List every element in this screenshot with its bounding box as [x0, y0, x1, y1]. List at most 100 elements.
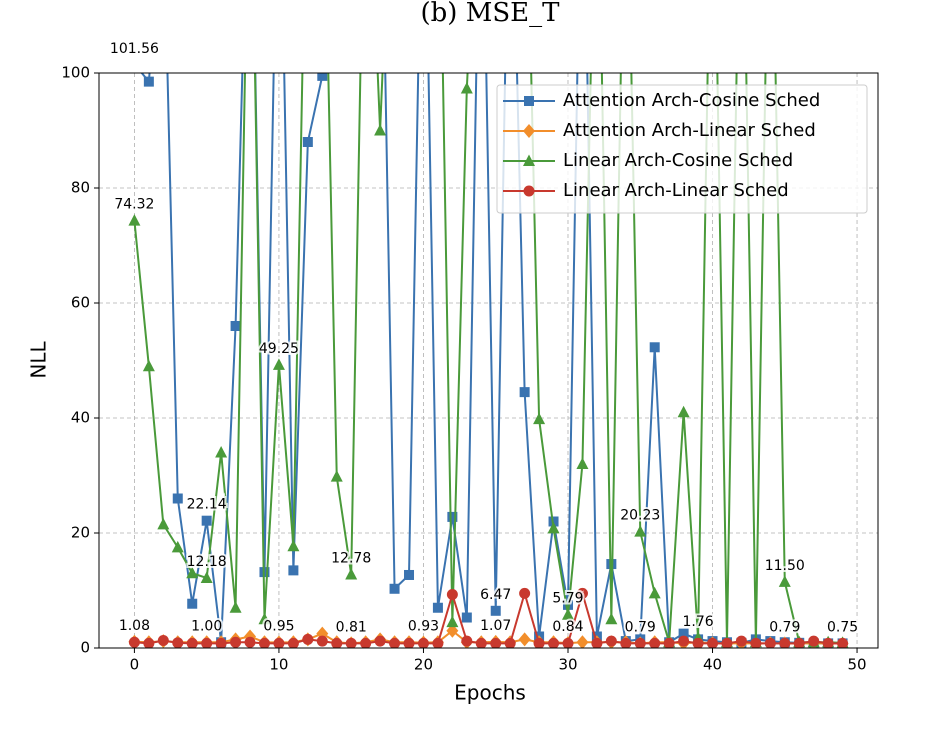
- x-tick-label: 30: [558, 656, 577, 674]
- marker: [171, 540, 184, 553]
- value-label: 49.25: [259, 341, 299, 357]
- marker: [446, 615, 459, 628]
- marker: [172, 637, 184, 648]
- x-tick-label: 50: [847, 656, 866, 674]
- marker: [793, 637, 805, 648]
- marker: [187, 598, 198, 609]
- legend: Attention Arch-Cosine Sched Attention Arc…: [496, 84, 868, 214]
- marker: [302, 137, 313, 147]
- y-tick-label: 80: [71, 179, 90, 197]
- marker: [634, 637, 646, 648]
- marker: [576, 587, 588, 599]
- marker: [302, 633, 314, 645]
- marker: [519, 587, 531, 599]
- value-label: 6.47: [480, 587, 511, 603]
- marker: [330, 470, 343, 482]
- marker: [273, 637, 285, 648]
- y-tick-label: 60: [71, 294, 90, 312]
- marker: [201, 637, 213, 648]
- value-label: 0.93: [408, 619, 439, 635]
- marker: [548, 637, 560, 648]
- marker: [287, 539, 300, 552]
- y-axis-label: NLL: [27, 341, 51, 379]
- marker: [504, 637, 516, 648]
- marker: [244, 636, 256, 648]
- marker: [822, 637, 834, 648]
- marker: [649, 637, 661, 648]
- marker: [519, 387, 530, 398]
- marker: [215, 446, 228, 458]
- marker: [576, 457, 589, 469]
- marker: [345, 568, 358, 580]
- series-line: [133, 73, 843, 644]
- marker: [461, 612, 472, 623]
- marker: [200, 571, 213, 583]
- value-label: 5.79: [552, 591, 583, 607]
- chart-title: (b) MSE_T: [421, 0, 561, 28]
- marker: [808, 635, 820, 647]
- legend-marker: [523, 185, 535, 197]
- marker: [331, 637, 343, 648]
- marker: [360, 637, 372, 648]
- x-tick-label: 10: [269, 656, 288, 674]
- legend-label: Attention Arch-Linear Sched: [563, 120, 816, 141]
- marker: [230, 321, 241, 331]
- marker: [692, 637, 704, 648]
- y-tick-label: 40: [71, 409, 90, 427]
- marker: [142, 359, 155, 372]
- marker: [287, 637, 299, 648]
- legend-label: Linear Arch-Cosine Sched: [563, 150, 793, 171]
- marker: [404, 569, 415, 580]
- y-tick-label: 100: [61, 64, 90, 82]
- x-tick-label: 40: [703, 656, 722, 674]
- value-label: 0.84: [552, 619, 583, 635]
- value-label: 101.56: [110, 41, 159, 57]
- marker: [721, 637, 733, 648]
- marker: [460, 82, 473, 94]
- value-label: 1.00: [191, 618, 222, 634]
- marker: [128, 214, 141, 226]
- x-axis-label: Epochs: [454, 681, 526, 705]
- marker: [750, 637, 762, 648]
- value-label: 0.81: [336, 619, 367, 635]
- marker: [707, 637, 719, 648]
- marker: [562, 637, 574, 648]
- marker: [389, 583, 400, 594]
- marker: [663, 637, 675, 648]
- marker: [837, 637, 849, 648]
- x-tick-label: 20: [414, 656, 433, 674]
- marker: [258, 612, 271, 625]
- marker: [417, 637, 429, 648]
- legend-marker: [524, 96, 534, 106]
- marker: [649, 342, 660, 353]
- marker: [605, 612, 618, 625]
- marker: [764, 637, 776, 648]
- marker: [461, 635, 473, 647]
- marker: [735, 635, 747, 647]
- marker: [561, 608, 574, 620]
- marker: [576, 635, 589, 648]
- marker: [129, 59, 139, 69]
- marker: [518, 632, 531, 647]
- value-label: 12.18: [187, 554, 227, 570]
- marker: [345, 637, 357, 648]
- marker: [272, 358, 285, 370]
- value-label: 1.08: [119, 618, 150, 634]
- marker: [678, 628, 689, 639]
- marker: [374, 635, 386, 647]
- marker: [157, 517, 170, 530]
- marker: [230, 636, 242, 648]
- value-label: 0.95: [263, 619, 294, 635]
- marker: [317, 73, 328, 81]
- value-label: 12.78: [331, 551, 371, 567]
- plot-area: [128, 59, 849, 648]
- value-label: 0.79: [625, 619, 656, 635]
- marker: [779, 637, 791, 648]
- marker: [186, 637, 198, 648]
- marker: [374, 124, 387, 136]
- marker: [533, 637, 545, 648]
- marker: [403, 637, 415, 648]
- legend-box: [496, 84, 868, 214]
- marker: [490, 637, 502, 648]
- marker: [186, 566, 199, 579]
